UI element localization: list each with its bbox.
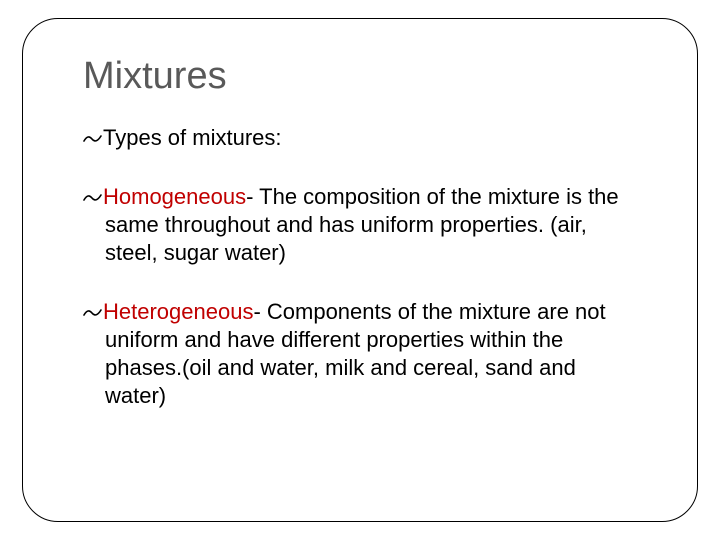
bullet-icon bbox=[83, 128, 103, 150]
item-text: Types of mixtures: bbox=[103, 125, 282, 150]
list-item: Homogeneous- The composition of the mixt… bbox=[83, 183, 643, 268]
slide-container: Mixtures Types of mixtures: Homogeneous-… bbox=[0, 0, 720, 540]
list-item: Heterogeneous- Components of the mixture… bbox=[83, 298, 643, 411]
list-item: Types of mixtures: bbox=[83, 124, 643, 153]
bullet-icon bbox=[83, 187, 103, 209]
page-title: Mixtures bbox=[83, 55, 643, 98]
slide-frame: Mixtures Types of mixtures: Homogeneous-… bbox=[22, 18, 698, 522]
term-text: Heterogeneous bbox=[103, 299, 253, 324]
bullet-icon bbox=[83, 302, 103, 324]
term-text: Homogeneous bbox=[103, 184, 246, 209]
